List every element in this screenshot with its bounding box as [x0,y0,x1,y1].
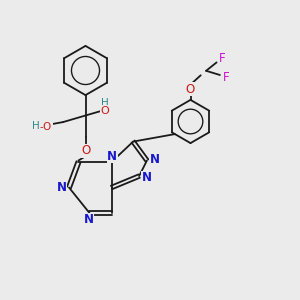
Text: N: N [84,213,94,226]
Text: H: H [101,98,109,108]
Text: F: F [219,52,226,65]
Text: N: N [149,152,159,166]
Text: N: N [56,181,67,194]
Text: F: F [223,71,230,84]
Text: H: H [32,121,40,131]
Text: O: O [100,106,109,116]
Text: N: N [142,171,152,184]
Text: N: N [107,149,117,163]
Text: O: O [186,83,195,96]
Text: O: O [81,144,90,158]
Text: -O: -O [40,122,52,132]
